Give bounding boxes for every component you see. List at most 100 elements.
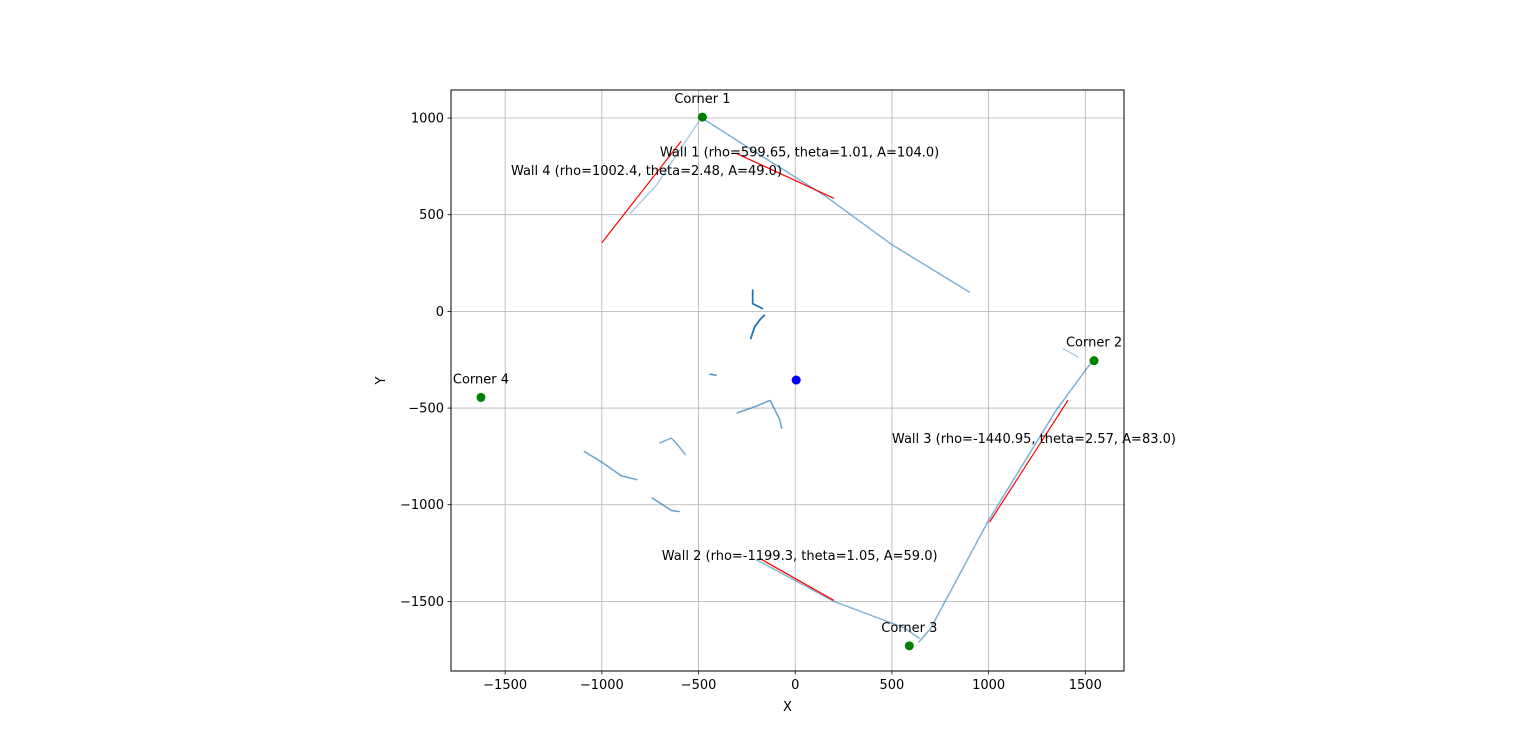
x-tick-label: 1000: [972, 678, 1005, 693]
scan-point: [649, 190, 652, 193]
scan-point: [678, 149, 681, 152]
wall-label: Wall 1 (rho=599.65, theta=1.01, A=104.0): [660, 146, 939, 161]
y-tick-label: −1500: [400, 595, 444, 610]
scan-point: [654, 185, 657, 187]
scan-point: [710, 373, 713, 376]
scan-point: [678, 510, 681, 513]
x-tick-label: 0: [791, 678, 799, 693]
axes-frame: [450, 89, 1125, 672]
scan-point: [660, 177, 663, 179]
wall-line: [736, 153, 835, 199]
y-tick-label: −1000: [400, 498, 444, 513]
scan-point: [1072, 353, 1075, 356]
scan-point: [1068, 351, 1071, 354]
scan-point: [712, 373, 714, 376]
scan-point: [636, 204, 639, 207]
scan-point: [693, 127, 696, 130]
wall-line: [760, 558, 835, 601]
scan-point: [631, 210, 634, 213]
y-tick-label: 500: [419, 208, 444, 223]
y-tick-label: −500: [408, 402, 444, 417]
scan-point: [763, 314, 766, 317]
scan-point: [918, 637, 920, 640]
scan-point: [641, 199, 644, 201]
scan-point: [663, 172, 666, 175]
scan-point: [690, 132, 692, 135]
scan-point: [968, 291, 971, 293]
scan-point: [667, 165, 670, 168]
scan-point: [633, 207, 636, 210]
scan-point: [648, 192, 651, 194]
scan-point: [669, 162, 672, 165]
scan-point: [709, 373, 712, 376]
scan-point: [671, 159, 674, 162]
scan-point: [670, 161, 673, 163]
scan-points: [583, 116, 1093, 643]
scan-point: [1070, 352, 1073, 355]
corner-label: Corner 3: [881, 621, 937, 636]
scan-point: [688, 135, 690, 138]
scan-point: [629, 211, 632, 214]
corner-markers: [476, 112, 1099, 651]
scan-point: [1074, 354, 1077, 357]
corner-marker: [476, 392, 486, 402]
scan-point: [686, 137, 689, 139]
scan-point: [691, 130, 694, 133]
scan-point: [1063, 348, 1065, 350]
scan-point: [635, 206, 637, 209]
x-tick-label: −1000: [580, 678, 624, 693]
wall-label: Wall 2 (rho=-1199.3, theta=1.05, A=59.0): [662, 549, 938, 564]
wall-line: [989, 399, 1069, 523]
x-axis-label: X: [783, 700, 792, 715]
scan-point: [644, 196, 647, 199]
scan-point: [650, 189, 653, 192]
scan-point: [658, 180, 660, 183]
scan-point: [643, 197, 645, 200]
x-tick-label: −500: [681, 678, 717, 693]
scan-point: [696, 122, 699, 125]
scan-point: [675, 154, 678, 157]
scan-point: [635, 478, 638, 481]
corner-marker: [904, 641, 914, 651]
corner-label: Corner 4: [453, 372, 509, 387]
scan-point: [682, 143, 685, 146]
scan-point: [677, 151, 680, 154]
scan-point: [676, 153, 679, 155]
scan-point: [918, 641, 920, 643]
scan-point: [646, 193, 649, 196]
y-axis-label: Y: [374, 376, 389, 385]
scan-point: [653, 186, 656, 189]
annotation-labels: Wall 1 (rho=599.65, theta=1.01, A=104.0)…: [453, 92, 1176, 636]
scan-point: [666, 167, 669, 170]
scan-point: [680, 146, 683, 149]
corner-label: Corner 2: [1066, 336, 1122, 351]
scan-point: [684, 453, 686, 456]
scan-point: [673, 157, 675, 160]
scan-point: [780, 427, 783, 430]
scan-point: [637, 203, 640, 206]
scan-point: [1067, 350, 1069, 353]
grid-lines: [451, 90, 1124, 671]
scan-point: [652, 187, 655, 190]
scan-point: [1065, 349, 1067, 352]
scan-point: [665, 169, 668, 171]
scan-point: [681, 145, 684, 147]
scan-point: [640, 200, 643, 203]
scan-point: [661, 175, 664, 178]
wall-label: Wall 3 (rho=-1440.95, theta=2.57, A=83.0…: [892, 432, 1176, 447]
x-tick-label: −1500: [483, 678, 527, 693]
scan-point: [679, 148, 682, 151]
robot-marker: [791, 375, 801, 385]
scan-point: [655, 183, 658, 186]
corner-label: Corner 1: [674, 92, 730, 107]
scan-point: [694, 125, 697, 128]
scan-point: [715, 374, 717, 377]
scan-point: [657, 181, 659, 184]
scan-point: [668, 164, 671, 167]
corner-marker: [1089, 356, 1099, 366]
wall-line: [601, 140, 682, 244]
wall-label: Wall 4 (rho=1002.4, theta=2.48, A=49.0): [511, 164, 782, 179]
scan-point: [692, 129, 695, 131]
